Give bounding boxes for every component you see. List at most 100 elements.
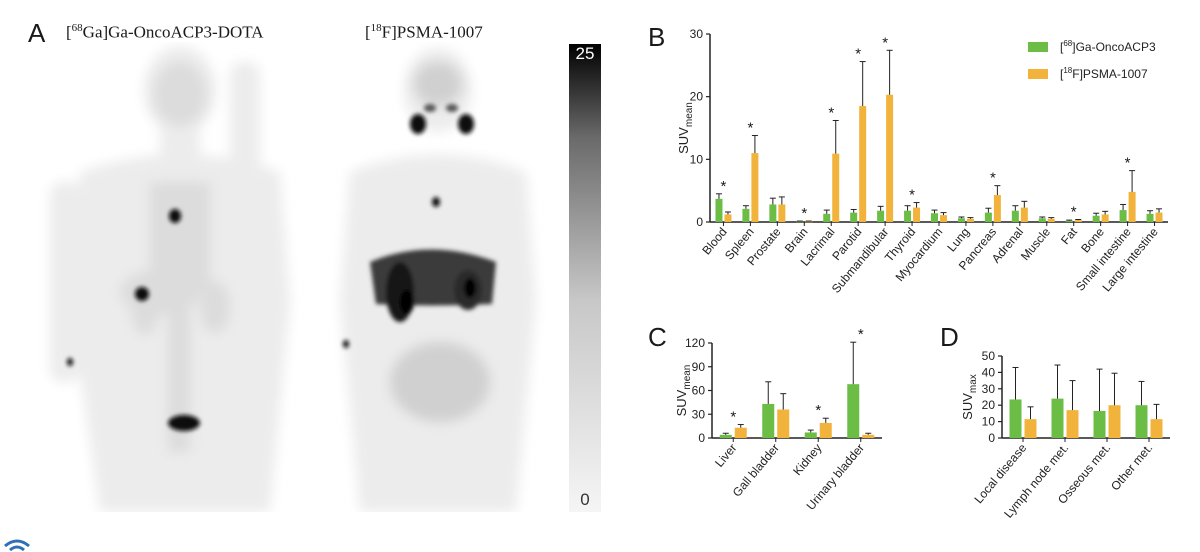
y-tick-label: 20 [690, 90, 704, 104]
bar [1128, 191, 1136, 222]
left-image-title: [68Ga]Ga-OncoACP3-DOTA [66, 22, 264, 42]
bar [957, 218, 965, 222]
y-tick-label: 120 [685, 336, 705, 350]
bar [751, 153, 759, 222]
bar [1074, 220, 1082, 222]
bar [850, 212, 858, 222]
significance-star: * [730, 409, 736, 426]
legend-entry: [68]Ga-OncoACP3 [1060, 39, 1156, 54]
bar [1024, 419, 1037, 438]
left-pet-scan [50, 46, 290, 512]
significance-star: * [858, 326, 864, 343]
significance-star: * [990, 170, 996, 187]
bar [1065, 220, 1073, 222]
bar [1093, 410, 1106, 438]
x-tick-label: Kidney [790, 441, 824, 478]
bar [1066, 410, 1079, 438]
left-title-isotope: 68 [71, 22, 83, 34]
panel-b-letter: B [648, 22, 665, 52]
significance-star: * [1125, 155, 1131, 172]
y-tick-label: 30 [982, 382, 996, 396]
y-tick-label: 0 [698, 431, 705, 445]
bar [966, 218, 974, 222]
right-title-isotope: 18 [370, 22, 382, 34]
y-tick-label: 30 [690, 27, 704, 41]
bar [734, 427, 747, 438]
y-axis-label: SUVmax [960, 374, 979, 420]
x-tick-label: Liver [712, 441, 739, 470]
bar [993, 195, 1001, 222]
bar [804, 432, 817, 438]
y-tick-label: 50 [982, 349, 996, 363]
significance-star: * [801, 205, 807, 222]
colorbar-max-label: 25 [575, 44, 595, 63]
legend-swatch [1028, 69, 1048, 79]
y-tick-label: 30 [692, 407, 706, 421]
significance-star: * [909, 187, 915, 204]
bar [847, 384, 860, 438]
bar [805, 221, 813, 223]
bar [742, 208, 750, 222]
logo-icon [4, 539, 30, 552]
bar [859, 106, 867, 222]
y-tick-label: 40 [982, 365, 996, 379]
panel-a-letter: A [28, 18, 46, 48]
significance-star: * [882, 34, 888, 51]
bar [715, 198, 723, 222]
y-tick-label: 10 [690, 152, 704, 166]
x-tick-label: Other met. [1108, 441, 1155, 493]
significance-star: * [828, 104, 834, 121]
panel-c-letter: C [648, 322, 667, 352]
right-pet-scan [340, 48, 536, 512]
y-tick-label: 20 [982, 398, 996, 412]
bar [1150, 419, 1163, 438]
bar [832, 153, 840, 222]
left-title-text: Ga]Ga-OncoACP3-DOTA [82, 22, 264, 42]
y-tick-label: 60 [692, 384, 706, 398]
y-axis-label: SUVmean [676, 102, 695, 154]
bar [762, 403, 775, 438]
legend-swatch [1028, 42, 1048, 52]
bar [1038, 218, 1046, 222]
bar [777, 409, 790, 438]
bar [1020, 207, 1028, 222]
bar [719, 434, 732, 438]
bar [1101, 214, 1109, 222]
bar [904, 210, 912, 222]
x-tick-label: Muscle [1018, 225, 1053, 263]
bar [913, 207, 921, 222]
bar [724, 214, 732, 222]
bar [1047, 218, 1055, 222]
legend-entry: [18F]PSMA-1007 [1060, 66, 1148, 81]
bar [778, 204, 786, 222]
y-tick-label: 90 [692, 360, 706, 374]
bar [984, 212, 992, 222]
bar [886, 94, 894, 222]
significance-star: * [1071, 203, 1077, 220]
y-tick-label: 10 [982, 415, 996, 429]
panel-d-letter: D [940, 322, 959, 352]
right-title-text: F]PSMA-1007 [381, 22, 483, 42]
bar [1155, 212, 1163, 222]
colorbar [569, 44, 601, 512]
bar [877, 210, 885, 222]
panel-b-chart: B0102030SUVmean*Blood*SpleenProstate*Bra… [648, 22, 1168, 296]
bar [1119, 210, 1127, 222]
significance-star: * [721, 178, 727, 195]
bar [1135, 405, 1148, 438]
bar [1146, 213, 1154, 222]
bar [1051, 398, 1064, 438]
x-tick-label: Fat [1058, 224, 1080, 247]
significance-star: * [815, 402, 821, 419]
bar [1108, 405, 1121, 438]
y-tick-label: 0 [696, 215, 703, 229]
bar [931, 213, 938, 222]
significance-star: * [855, 46, 861, 63]
y-axis-label: SUVmean [674, 365, 693, 417]
bar [940, 215, 947, 222]
bar [823, 213, 831, 222]
bar [819, 422, 832, 438]
right-image-title: [18F]PSMA-1007 [365, 22, 483, 42]
